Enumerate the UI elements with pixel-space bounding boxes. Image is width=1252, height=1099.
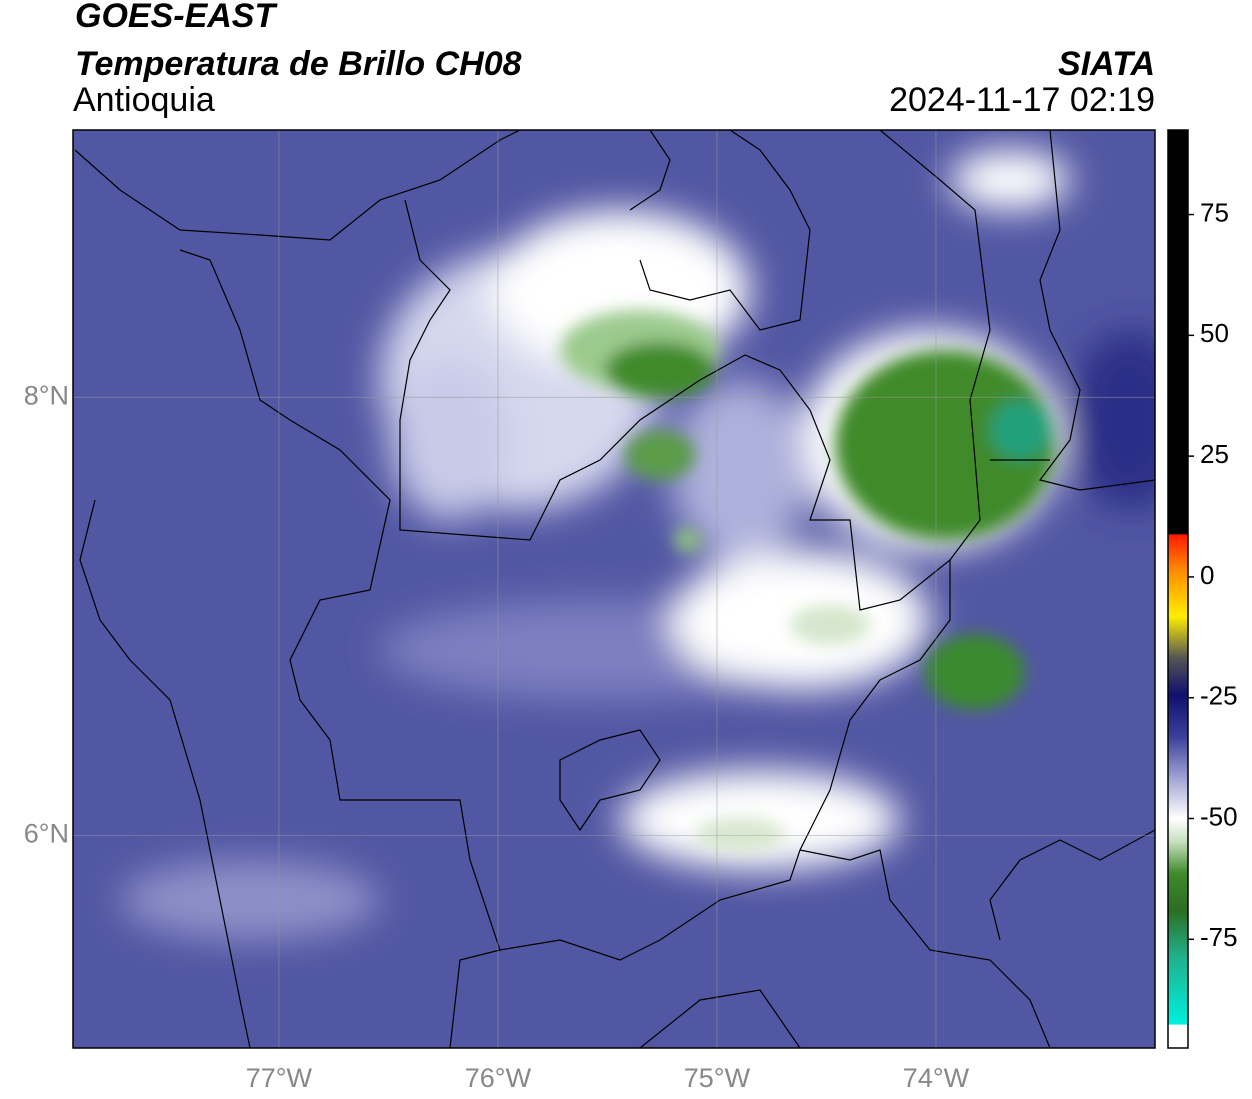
subtitle: Temperatura de Brillo CH08 — [75, 45, 522, 83]
x-tick-label: 74°W — [903, 1063, 970, 1093]
x-tick-label: 76°W — [465, 1063, 532, 1093]
colorbar-tick-label: -25 — [1200, 681, 1238, 711]
colorbar-tick-label: 75 — [1200, 197, 1229, 227]
colorbar-tick-label: 0 — [1200, 560, 1214, 590]
colorbar-tick-label: 25 — [1200, 439, 1229, 469]
x-tick-label: 77°W — [246, 1063, 313, 1093]
borders — [74, 130, 1155, 1048]
y-tick-label: 6°N — [24, 819, 69, 849]
y-tick-label: 8°N — [24, 380, 69, 410]
title: GOES-EAST — [75, 0, 278, 35]
map-frame — [72, 129, 1156, 1049]
source: SIATA — [1058, 45, 1155, 83]
region: Antioquia — [73, 81, 215, 119]
satellite-image — [73, 130, 1155, 1048]
colorbar — [1167, 129, 1189, 1049]
colorbar-tick-label: -75 — [1200, 922, 1238, 952]
colorbar-tick-label: -50 — [1200, 801, 1238, 831]
datetime: 2024-11-17 02:19 — [889, 81, 1155, 119]
x-tick-label: 75°W — [684, 1063, 751, 1093]
colorbar-tick-label: 50 — [1200, 318, 1229, 348]
